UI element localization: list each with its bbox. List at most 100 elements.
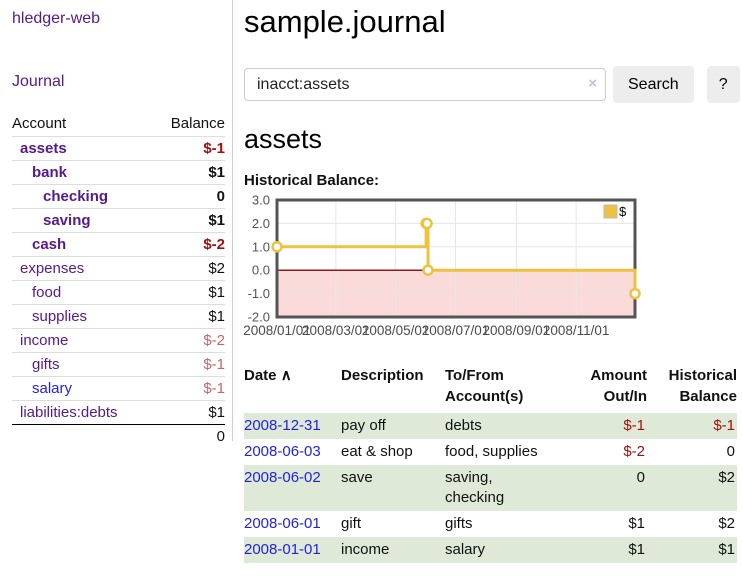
transaction-balance: $-1 [647,413,737,439]
register-header-description: Description [341,367,424,384]
search-input[interactable] [244,68,606,101]
sidebar-nav: Journal [12,73,224,91]
svg-text:-2.0: -2.0 [248,310,270,325]
svg-text:1.0: 1.0 [252,239,270,254]
transaction-accounts: gifts [445,515,473,532]
register-header-date[interactable]: Date ∧ [244,367,292,384]
accounts-header-row: Account Balance [12,112,225,137]
transaction-amount: 0 [559,465,647,511]
transaction-balance: $2 [647,465,737,511]
account-balance: $-2 [203,236,225,253]
accounts-table: Account Balance assets $-1 bank $1 checking 0… [12,112,225,448]
legend-swatch [603,204,618,219]
accounts-total-row: 0 [12,424,225,449]
clear-search-icon[interactable]: × [588,75,597,92]
account-link[interactable]: income [20,332,69,349]
transaction-description: save [341,465,445,511]
svg-text:2008/03/01: 2008/03/01 [302,323,370,338]
account-balance: $1 [208,404,225,421]
account-row: cash $-2 [12,232,225,257]
register-header-balance: Historical Balance [668,367,737,405]
account-row: assets $-1 [12,136,225,161]
app-title: hledger-web [12,10,224,28]
register-header-accounts: To/From Account(s) [445,367,524,405]
account-row: saving $1 [12,208,225,233]
transaction-accounts: salary [445,537,559,563]
transaction-accounts: food, supplies [445,443,538,460]
page-title: sample.journal [244,4,446,39]
historical-balance-chart[interactable]: 3.0 2.0 1.0 0.0 -1.0 -2.0 2008/01/01 2008/03/01… [243,193,742,349]
app-title-link[interactable]: hledger-web [12,10,101,27]
account-link[interactable]: assets [20,140,67,157]
account-link[interactable]: supplies [32,308,88,325]
svg-text:3.0: 3.0 [252,193,270,208]
register-row: 2008-06-03 eat & shop food, supplies $-2 0 [244,439,737,465]
accounts-header-balance: Balance [170,115,225,132]
account-link[interactable]: gifts [32,356,60,373]
main-content: sample.journal × Search ? assets Histori… [243,0,742,563]
accounts-total-spacer [12,425,153,449]
account-link[interactable]: expenses [20,260,85,277]
transaction-description: gift [341,515,362,532]
account-row: income $-2 [12,328,225,353]
account-link[interactable]: saving [43,212,91,229]
transaction-balance: 0 [726,443,735,460]
search-button[interactable]: Search [613,66,694,103]
sidebar: hledger-web Journal Account Balance asse… [0,0,233,445]
accounts-header-account: Account [12,115,67,132]
svg-text:2008/09/01: 2008/09/01 [483,323,551,338]
transaction-date-link[interactable]: 2008-01-01 [244,541,321,558]
account-link[interactable]: salary [32,380,73,397]
transaction-date-link[interactable]: 2008-06-01 [244,515,321,532]
transaction-date-link[interactable]: 2008-06-03 [244,443,321,460]
register-row: 2008-12-31 pay off debts $-1 $-1 [244,413,737,439]
account-link[interactable]: liabilities:debts [20,404,118,421]
transaction-date-link[interactable]: 2008-06-02 [244,469,321,486]
account-balance: $1 [208,308,225,325]
svg-text:2008/11/01: 2008/11/01 [543,323,610,338]
register-header-amount: Amount Out/In [590,367,647,405]
transaction-balance: $2 [718,515,735,532]
account-row: liabilities:debts $1 [12,400,225,425]
transaction-description: eat & shop [341,443,413,460]
transaction-amount: $-2 [623,443,645,460]
transaction-description: pay off [341,413,445,439]
account-row: bank $1 [12,160,225,185]
accounts-total-value: 0 [216,428,225,445]
account-row: expenses $2 [12,256,225,281]
account-link[interactable]: checking [43,188,109,205]
svg-text:2008/07/01: 2008/07/01 [422,323,490,338]
account-balance: $-1 [203,356,225,373]
account-balance: $-2 [203,332,225,349]
register-row: 2008-06-02 save saving, checking 0 $2 [244,465,737,511]
account-balance: $2 [208,260,225,277]
data-point-marker [629,287,641,300]
account-heading: assets [244,124,323,154]
account-row: food $1 [12,280,225,305]
searchbar: × Search ? [244,66,742,103]
account-link[interactable]: bank [32,164,68,181]
svg-text:2.0: 2.0 [252,216,270,231]
transaction-date-link[interactable]: 2008-12-31 [244,417,321,434]
register-header-row: Date ∧ Description To/From Account(s) Am… [244,365,737,413]
legend-label: $ [619,204,627,219]
account-row: gifts $-1 [12,352,225,377]
sidebar-item-journal[interactable]: Journal [12,73,65,90]
register-row: 2008-06-01 gift gifts $1 $2 [244,511,737,537]
svg-text:0.0: 0.0 [252,263,270,278]
account-balance: $-1 [203,140,225,157]
register-row: 2008-01-01 income salary $1 $1 [244,537,737,563]
svg-text:2008/05/01: 2008/05/01 [362,323,430,338]
help-button[interactable]: ? [706,66,740,103]
transaction-accounts: debts [445,413,559,439]
transaction-amount: $-1 [559,413,647,439]
register-table: Date ∧ Description To/From Account(s) Am… [244,365,737,563]
account-row: checking 0 [12,184,225,209]
account-link[interactable]: cash [32,236,67,253]
search-field-wrap: × [244,68,606,103]
account-balance: $-1 [203,380,225,397]
transaction-amount: $1 [559,537,647,563]
chart-svg: 3.0 2.0 1.0 0.0 -1.0 -2.02008/01/012008/03/01… [243,193,641,338]
account-link[interactable]: food [32,284,62,301]
